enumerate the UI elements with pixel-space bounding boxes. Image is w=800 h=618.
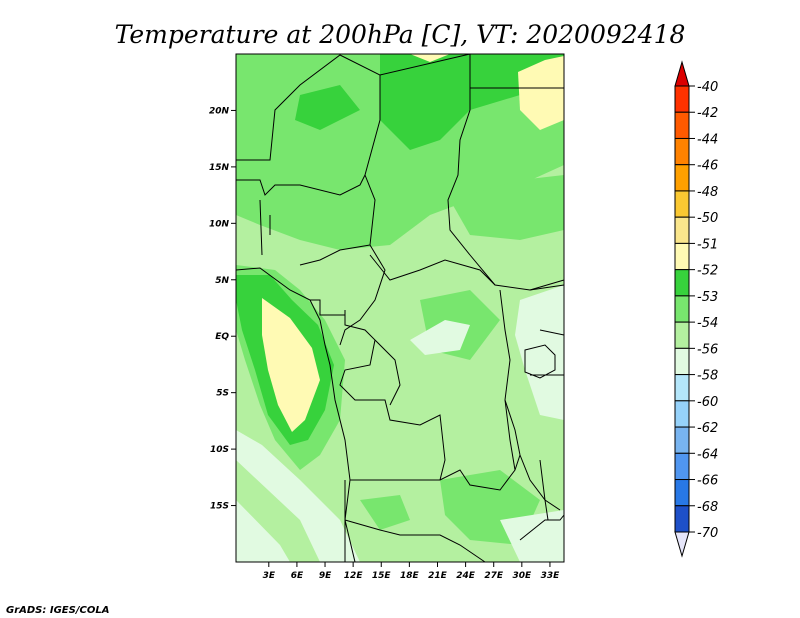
color-legend: -40 -42 -44 -46 -48 -50 -51 -52 -53 -54 -56 -58 -60 -… — [674, 60, 718, 558]
legend-swatch — [674, 85, 690, 113]
legend-label: -48 — [697, 185, 718, 200]
legend-label: -60 — [697, 395, 718, 410]
legend-label: -66 — [697, 474, 718, 489]
lake-tanganyika — [504, 399, 516, 471]
contour-band--56-east — [515, 285, 564, 420]
border-nigeria-cameroon — [299, 244, 371, 266]
map-frame — [235, 53, 565, 563]
legend-swatch — [674, 400, 690, 428]
temperature-field — [236, 54, 564, 562]
legend-label: -70 — [697, 526, 718, 541]
legend-swatch — [674, 295, 690, 323]
chart-title: Temperature at 200hPa [C], VT: 202009241… — [115, 20, 686, 49]
border-sudan-chad — [379, 53, 565, 291]
lon-tick-label: 3E — [263, 571, 276, 581]
contour-band--51-northeast — [518, 56, 564, 130]
legend-swatch — [674, 347, 690, 376]
lat-tick-label: 20N — [209, 106, 230, 116]
legend-label: -52 — [697, 264, 718, 279]
lon-tick-label: 9E — [319, 571, 332, 581]
legend-label: -46 — [697, 159, 718, 174]
latitude-axis: 20N 15N 10N 5N EQ 5S 10S 15S — [209, 106, 236, 512]
legend-label: -56 — [697, 342, 718, 357]
contour-band--52-north — [380, 54, 470, 150]
border-congo-river — [374, 339, 401, 406]
border-benin-togo — [259, 199, 271, 256]
legend-label: -44 — [697, 132, 718, 147]
legend-label: -53 — [697, 290, 718, 305]
grads-credit: GrADS: IGES/COLA — [6, 605, 109, 616]
legend-label: -58 — [697, 369, 718, 384]
lon-tick-label: 33E — [541, 571, 561, 581]
lon-tick-label: 12E — [344, 571, 364, 581]
border-congo-drc — [339, 310, 446, 481]
border-car — [369, 254, 496, 286]
lake-malawi — [539, 459, 549, 521]
lon-tick-label: 6E — [291, 571, 304, 581]
legend-swatch — [674, 111, 690, 139]
legend-swatch — [674, 190, 690, 218]
lat-tick-label: 5S — [216, 389, 229, 399]
legend-swatch — [674, 452, 690, 481]
contour-band--52-north-patch — [295, 85, 360, 130]
lake-victoria — [524, 344, 556, 379]
lat-tick-label: 15N — [209, 163, 230, 173]
contour-band--51-north-edge — [410, 54, 450, 62]
legend-swatch — [674, 426, 690, 454]
legend-swatch — [674, 374, 690, 402]
lon-tick-label: 21E — [428, 571, 448, 581]
legend-label: -68 — [697, 500, 718, 515]
legend-label: -50 — [697, 211, 718, 226]
contour-band--56-central — [410, 320, 470, 355]
legend-top-arrow — [674, 60, 690, 87]
contour-band--56-southwest-inner — [236, 500, 290, 562]
lon-tick-label: 24E — [456, 571, 476, 581]
lat-tick-label: 15S — [210, 502, 229, 512]
legend-swatch — [674, 505, 690, 533]
border-east-africa — [499, 289, 561, 511]
border-uganda-kenya — [529, 279, 565, 376]
contour-band--56-southeast — [500, 510, 564, 562]
legend-swatch — [674, 164, 690, 192]
contour-band--53-northeast — [450, 175, 564, 240]
lat-tick-label: 10N — [209, 219, 230, 229]
legend-label: -54 — [697, 316, 718, 331]
lat-tick-label: EQ — [215, 332, 229, 342]
contour-band--53-south-west — [360, 495, 410, 530]
legend-label: -64 — [697, 447, 718, 462]
legend-label: -62 — [697, 421, 718, 436]
country-borders — [235, 53, 565, 563]
legend-swatch — [674, 137, 690, 166]
legend-swatch — [674, 321, 690, 349]
lon-tick-label: 15E — [372, 571, 392, 581]
lat-tick-label: 5N — [215, 276, 229, 286]
border-zimbabwe-mozambique — [519, 514, 565, 541]
legend-label: -40 — [697, 80, 718, 95]
coastline-west-africa — [235, 267, 356, 563]
border-equatorial-guinea — [310, 299, 345, 316]
legend-swatch — [674, 479, 690, 507]
border-niger-mali — [236, 174, 366, 196]
lon-tick-label: 27E — [484, 571, 504, 581]
lon-tick-label: 18E — [400, 571, 420, 581]
legend-swatch — [674, 242, 690, 271]
lon-tick-label: 30E — [512, 571, 532, 581]
legend-label: -42 — [697, 106, 718, 121]
map-panel: 3E 6E 9E 12E 15E 18E 21E 24E 27E 30E 33E 20N 15N 10N… — [209, 53, 565, 581]
lat-tick-label: 10S — [210, 445, 229, 455]
legend-bottom-arrow — [674, 531, 690, 558]
longitude-axis: 3E 6E 9E 12E 15E 18E 21E 24E 27E 30E 33E — [263, 562, 561, 581]
legend-label: -51 — [697, 237, 718, 252]
legend-swatch — [674, 216, 690, 244]
contour-band--51-west-tongue — [262, 298, 320, 432]
border-namibia-botswana — [344, 519, 486, 563]
legend-swatch — [674, 269, 690, 297]
